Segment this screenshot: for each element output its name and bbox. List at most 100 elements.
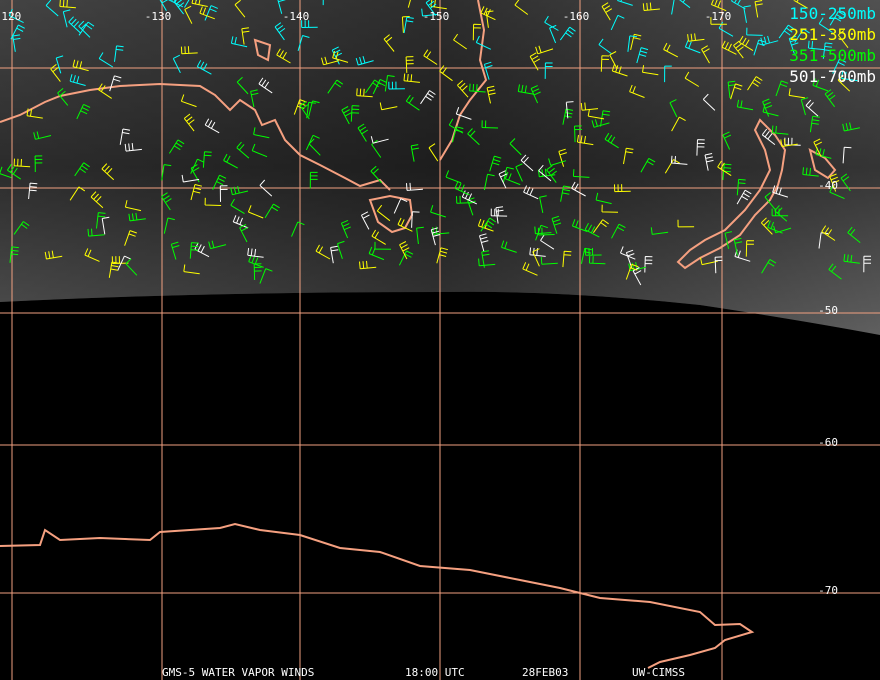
wind-barb	[467, 128, 480, 146]
wind-barb	[733, 237, 743, 256]
wind-barb	[448, 118, 464, 134]
wind-barb	[663, 42, 679, 58]
wind-barb	[529, 247, 546, 257]
wind-barb	[68, 16, 81, 34]
wind-barb	[204, 5, 218, 21]
wind-barb	[771, 125, 789, 135]
wind-barb	[760, 217, 773, 235]
wind-barb	[8, 8, 24, 24]
wind-barb	[457, 80, 469, 98]
wind-barb	[72, 59, 89, 72]
wind-barb	[623, 147, 634, 165]
wind-barb	[522, 262, 538, 276]
wind-barb	[679, 0, 691, 9]
wind-barb	[383, 34, 395, 52]
wind-barb	[558, 148, 567, 167]
wind-barb	[738, 35, 754, 52]
coastlines	[0, 0, 837, 669]
wind-barb	[321, 56, 340, 66]
wind-barb	[842, 122, 861, 132]
footer-text: UW-CIMSS	[632, 666, 685, 679]
wind-barb	[184, 5, 193, 24]
wind-barb	[223, 153, 238, 169]
wind-barb	[684, 71, 700, 87]
wind-barb	[230, 36, 248, 48]
wind-barb	[411, 211, 420, 228]
wind-barb	[124, 143, 142, 152]
wind-barb	[671, 116, 686, 132]
wind-barb	[805, 99, 819, 117]
wind-barb	[456, 195, 473, 204]
wind-barb	[501, 240, 517, 253]
wind-barb	[764, 192, 776, 210]
wind-barb	[161, 192, 172, 211]
wind-barb	[410, 144, 419, 162]
wind-barb	[78, 20, 91, 38]
coast-east	[439, 0, 488, 161]
wind-barb	[13, 158, 31, 168]
footer-text: GMS-5 WATER VAPOR WINDS	[162, 666, 314, 679]
wind-barb	[743, 5, 751, 23]
wind-barb	[684, 40, 701, 54]
wind-barb	[642, 65, 659, 76]
longitude-label: -150	[423, 10, 450, 23]
wind-barb	[111, 256, 129, 264]
longitude-label: -140	[283, 10, 310, 23]
wind-barb	[461, 190, 478, 205]
wind-barb	[714, 256, 723, 274]
wind-barb	[809, 115, 820, 133]
wind-barb	[239, 223, 248, 243]
wind-barb	[124, 230, 137, 246]
wind-barb	[537, 168, 556, 178]
wind-barb	[480, 217, 497, 232]
wind-barb	[539, 195, 547, 213]
wind-barb	[746, 27, 763, 36]
wind-barb	[90, 191, 104, 209]
wind-barb	[299, 101, 310, 120]
wind-barb	[514, 0, 529, 15]
wind-barb	[332, 50, 349, 63]
wind-barb	[754, 0, 763, 18]
wind-barb	[251, 143, 268, 158]
wind-barb	[69, 74, 86, 86]
wind-barb	[57, 88, 69, 106]
wind-barb	[340, 219, 351, 239]
wind-barb	[548, 158, 567, 166]
wind-barb	[425, 0, 437, 16]
wind-barb	[250, 89, 259, 108]
wind-barb	[595, 192, 612, 205]
wind-barb	[421, 8, 439, 17]
wind-barb	[604, 132, 619, 149]
footer-text: 28FEB03	[522, 666, 568, 679]
wind-barb	[168, 0, 184, 8]
wind-barb	[308, 100, 320, 117]
wind-barb	[190, 158, 205, 174]
wind-barb	[815, 147, 832, 159]
wind-barb	[760, 35, 779, 46]
wind-barb	[669, 99, 678, 118]
wind-barb	[297, 35, 310, 52]
wind-barb	[183, 113, 195, 132]
wind-barb	[331, 46, 343, 65]
wind-barb	[793, 0, 808, 9]
wind-barb	[677, 219, 695, 228]
latitude-label: -60	[818, 436, 838, 449]
labels: -120 -130 -140 -150 -160 -170 -40 -50 -60 -70 150-…	[0, 4, 876, 679]
wind-barb	[327, 79, 344, 94]
wind-barb	[128, 212, 146, 222]
wind-barb	[204, 118, 220, 134]
wind-barb	[802, 167, 819, 177]
wind-barb	[50, 64, 61, 82]
wind-barb	[59, 0, 76, 9]
wind-barb	[611, 64, 628, 77]
wind-barb	[630, 33, 642, 51]
wind-barb	[614, 184, 631, 193]
wind-barb	[486, 85, 496, 104]
wind-barb	[403, 16, 414, 34]
wind-barb	[403, 73, 420, 83]
wind-barb	[687, 33, 705, 42]
wind-barb	[840, 173, 851, 192]
wind-barb	[234, 0, 246, 18]
wind-barb	[489, 155, 502, 172]
wind-barb	[274, 22, 286, 41]
